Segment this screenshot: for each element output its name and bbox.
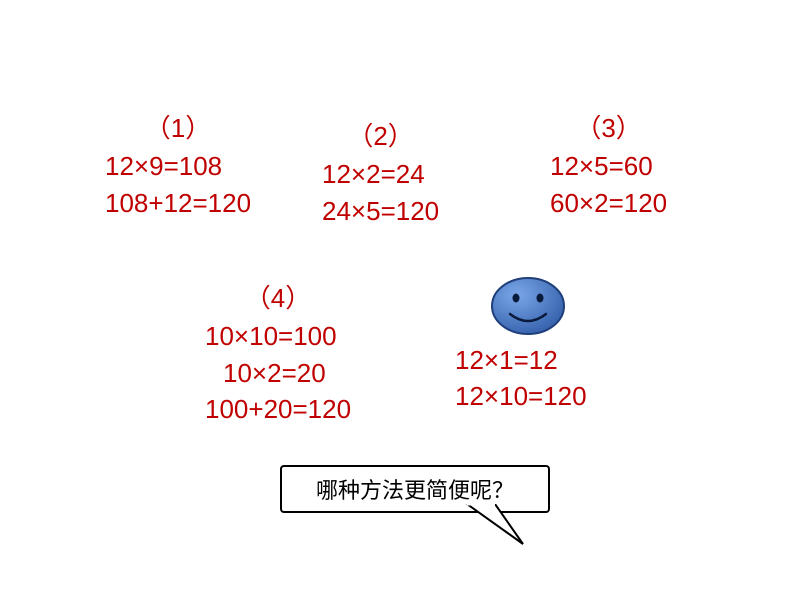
- method-5-block: 12×1=12 12×10=120: [455, 342, 587, 415]
- method-2-header: （2）: [322, 118, 439, 154]
- method-3-line-2: 60×2=120: [550, 185, 667, 221]
- method-2-line-2: 24×5=120: [322, 193, 439, 229]
- method-4-line-2: 10×2=20: [205, 355, 351, 391]
- method-5-line-1: 12×1=12: [455, 342, 587, 378]
- speech-bubble-tail-icon: [465, 504, 545, 549]
- method-4-block: （4） 10×10=100 10×2=20 100+20=120: [205, 280, 351, 428]
- method-5-line-2: 12×10=120: [455, 378, 587, 414]
- method-1-block: （1） 12×9=108 108+12=120: [105, 110, 251, 221]
- method-3-block: （3） 12×5=60 60×2=120: [550, 110, 667, 221]
- method-1-line-2: 108+12=120: [105, 185, 251, 221]
- method-4-line-1: 10×10=100: [205, 318, 351, 354]
- method-3-header: （3）: [550, 110, 667, 146]
- method-1-line-1: 12×9=108: [105, 148, 251, 184]
- method-4-header: （4）: [205, 280, 351, 316]
- method-4-line-3: 100+20=120: [205, 391, 351, 427]
- method-1-header: （1）: [105, 110, 251, 146]
- method-3-line-1: 12×5=60: [550, 148, 667, 184]
- smiley-face-icon: [490, 276, 566, 336]
- method-2-block: （2） 12×2=24 24×5=120: [322, 118, 439, 229]
- method-2-line-1: 12×2=24: [322, 156, 439, 192]
